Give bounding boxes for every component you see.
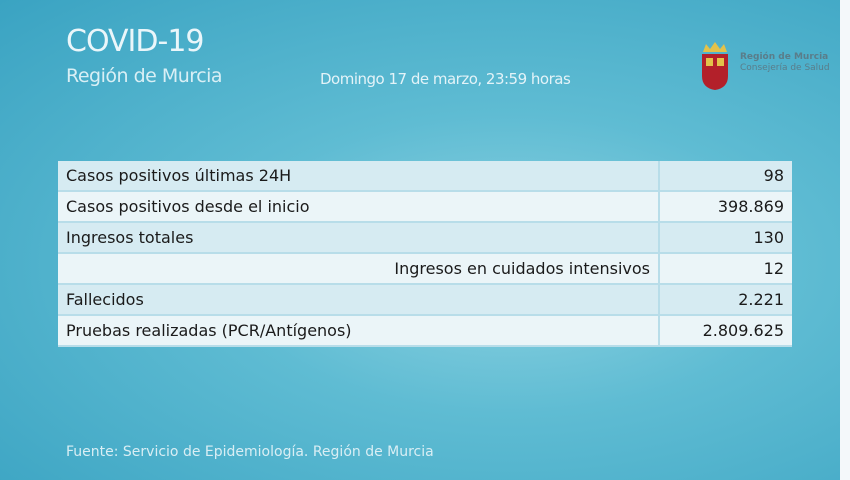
row-label: Casos positivos desde el inicio (58, 191, 659, 223)
page-subtitle: Región de Murcia (66, 65, 223, 87)
row-label: Pruebas realizadas (PCR/Antígenos) (58, 315, 659, 347)
table-row: Pruebas realizadas (PCR/Antígenos) 2.809.… (58, 315, 792, 347)
table-row: Ingresos totales 130 (58, 222, 792, 254)
table-row: Fallecidos 2.221 (58, 284, 792, 316)
region-logo: Región de Murcia Consejería de Salud (700, 30, 830, 92)
page-title: COVID-19 (66, 24, 205, 59)
row-value: 398.869 (658, 191, 792, 223)
logo-line1: Región de Murcia (740, 52, 829, 62)
row-label: Fallecidos (58, 284, 659, 316)
row-value: 130 (658, 222, 792, 254)
stats-table: Casos positivos últimas 24H 98 Casos posi… (58, 161, 792, 347)
logo-line2: Consejería de Salud (740, 63, 830, 73)
coat-of-arms-icon (702, 42, 728, 90)
row-label: Ingresos en cuidados intensivos (58, 253, 659, 285)
row-value: 12 (658, 253, 792, 285)
row-value: 98 (658, 161, 792, 192)
row-label: Casos positivos últimas 24H (58, 161, 659, 192)
report-date: Domingo 17 de marzo, 23:59 horas (320, 70, 571, 88)
table-row: Casos positivos últimas 24H 98 (58, 161, 792, 192)
table-row: Casos positivos desde el inicio 398.869 (58, 191, 792, 223)
slide-edge (840, 0, 850, 480)
row-value: 2.221 (658, 284, 792, 316)
row-label: Ingresos totales (58, 222, 659, 254)
source-note: Fuente: Servicio de Epidemiología. Regió… (66, 444, 434, 460)
table-row: Ingresos en cuidados intensivos 12 (58, 253, 792, 285)
row-value: 2.809.625 (658, 315, 792, 347)
